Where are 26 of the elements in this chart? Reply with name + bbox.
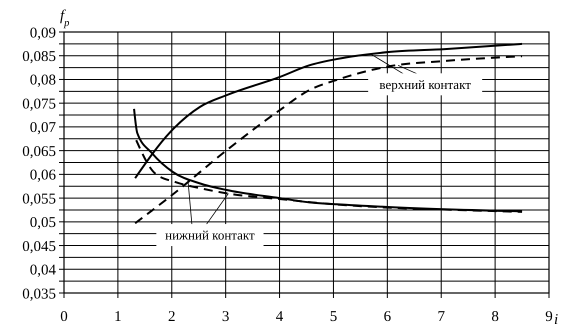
- annotation: верхний контакт: [379, 76, 472, 92]
- x-tick-label: 0: [60, 309, 68, 325]
- y-tick-label: 0,045: [22, 238, 56, 255]
- annotation: нижний контакт: [165, 228, 256, 243]
- y-tick-label: 0,06: [30, 168, 56, 184]
- x-tick-label: 4: [276, 309, 284, 325]
- x-tick-label: 6: [384, 309, 392, 325]
- x-tick-label: 5: [330, 309, 338, 325]
- y-tick-label: 0,05: [30, 215, 56, 232]
- y-tick-label: 0,035: [22, 286, 56, 302]
- x-axis-title: i: [554, 312, 558, 328]
- y-tick-label: 0,085: [22, 48, 56, 65]
- x-tick-label: 3: [222, 309, 230, 325]
- y-tick-label: 0,04: [30, 262, 56, 279]
- x-tick-label: 7: [437, 309, 446, 325]
- y-tick-label: 0,075: [22, 96, 56, 112]
- x-tick-label: 1: [114, 309, 122, 325]
- y-tick-label: 0,07: [30, 120, 56, 136]
- x-tick-label: 9: [545, 309, 553, 325]
- x-tick-label: 2: [168, 309, 176, 325]
- y-tick-label: 0,09: [30, 25, 56, 42]
- y-axis-title: f$_{p}$: [60, 8, 70, 28]
- y-tick-label: 0,08: [30, 72, 56, 89]
- y-tick-label: 0,055: [22, 191, 56, 208]
- y-tick-label: 0,065: [22, 144, 56, 160]
- x-tick-label: 8: [491, 309, 499, 325]
